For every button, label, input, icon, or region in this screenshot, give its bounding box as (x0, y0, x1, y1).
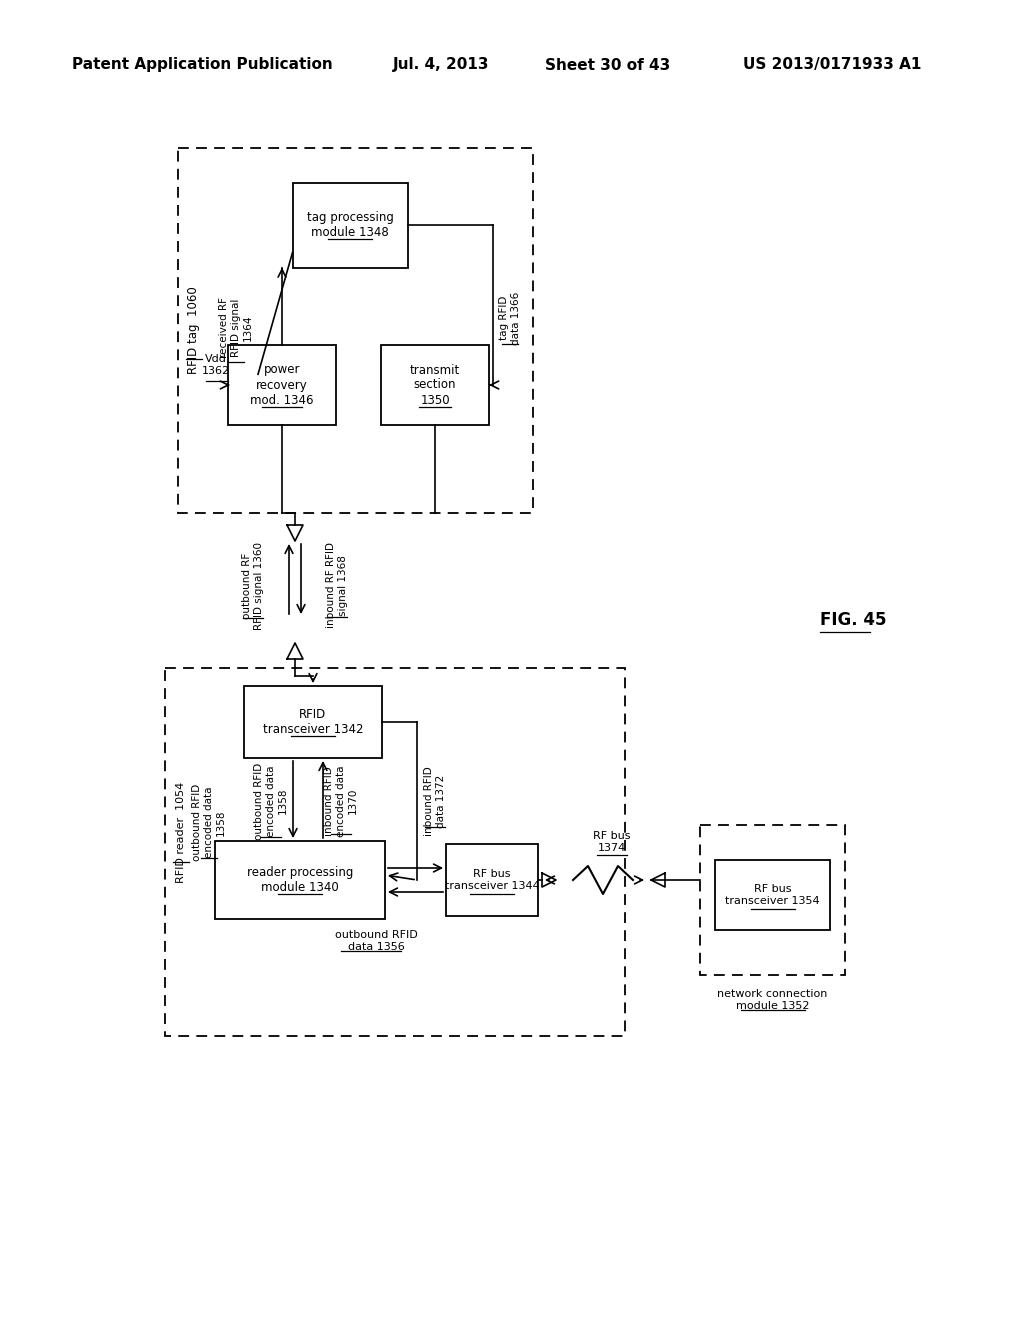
Text: RFID
transceiver 1342: RFID transceiver 1342 (263, 708, 364, 737)
Text: received RF
RFID signal
1364: received RF RFID signal 1364 (219, 297, 253, 359)
Text: outbound RFID
encoded data
1358: outbound RFID encoded data 1358 (254, 763, 288, 840)
Bar (215, 841, 385, 919)
Text: tag RFID
data 1366: tag RFID data 1366 (500, 292, 521, 345)
Text: RF bus
1374: RF bus 1374 (593, 832, 630, 853)
Text: outbound RFID
encoded data
1358: outbound RFID encoded data 1358 (193, 784, 225, 861)
Text: network connection
module 1352: network connection module 1352 (718, 989, 827, 1011)
Text: outbound RF
RFID signal 1360: outbound RF RFID signal 1360 (243, 541, 264, 630)
Bar (715, 861, 830, 931)
Bar (381, 345, 489, 425)
Text: power
recovery
mod. 1346: power recovery mod. 1346 (250, 363, 313, 407)
Text: inbound RFID
encoded data
1370: inbound RFID encoded data 1370 (325, 766, 357, 837)
Text: inbound RFID
data 1372: inbound RFID data 1372 (424, 766, 445, 836)
Text: tag processing
module 1348: tag processing module 1348 (306, 211, 393, 239)
Bar (228, 345, 336, 425)
Text: RF bus
transceiver 1344: RF bus transceiver 1344 (444, 869, 540, 891)
Text: RFID reader  1054: RFID reader 1054 (176, 781, 186, 883)
Text: Jul. 4, 2013: Jul. 4, 2013 (393, 58, 489, 73)
Text: outbound RFID
data 1356: outbound RFID data 1356 (335, 931, 418, 952)
Bar (178, 148, 534, 513)
Bar (165, 668, 625, 1036)
Text: RFID tag  1060: RFID tag 1060 (187, 286, 201, 375)
Text: RF bus
transceiver 1354: RF bus transceiver 1354 (725, 884, 820, 906)
Bar (700, 825, 845, 975)
Text: FIG. 45: FIG. 45 (820, 611, 887, 630)
Text: US 2013/0171933 A1: US 2013/0171933 A1 (743, 58, 922, 73)
Text: Vdd
1362: Vdd 1362 (202, 354, 230, 376)
Bar (244, 686, 382, 758)
Text: inbound RF RFID
signal 1368: inbound RF RFID signal 1368 (327, 543, 348, 628)
Bar (446, 843, 538, 916)
Text: reader processing
module 1340: reader processing module 1340 (247, 866, 353, 894)
Bar (293, 182, 408, 268)
Text: Sheet 30 of 43: Sheet 30 of 43 (545, 58, 671, 73)
Text: transmit
section
1350: transmit section 1350 (410, 363, 460, 407)
Text: Patent Application Publication: Patent Application Publication (72, 58, 333, 73)
